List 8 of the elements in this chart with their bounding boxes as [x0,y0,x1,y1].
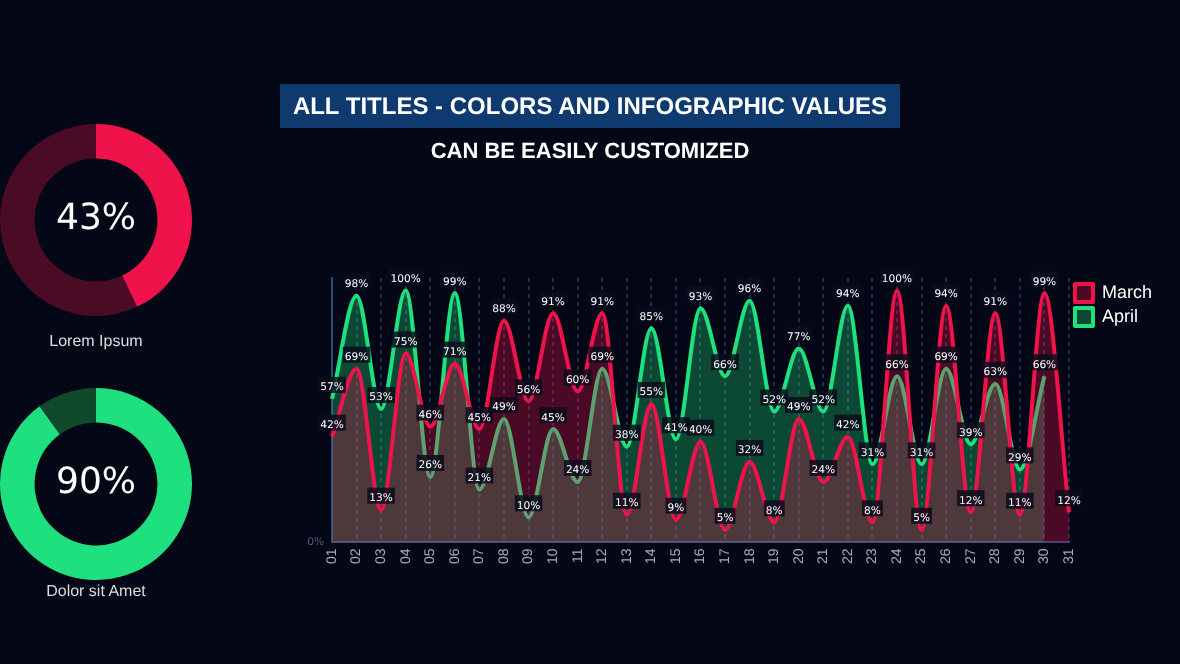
text: Lorem Ipsum [47,332,145,350]
legend-label: April [1101,305,1139,326]
chart-title: ALL TITLES - COLORS AND INFOGRAPHIC VALUES [280,84,900,128]
legend-label: March [1101,281,1153,302]
chart-subtitle: CAN BE EASILY CUSTOMIZED [428,140,752,164]
text: Dolor sit Amet [44,582,148,600]
data-label: 90% [55,461,137,504]
data-label: 43% [55,197,137,240]
